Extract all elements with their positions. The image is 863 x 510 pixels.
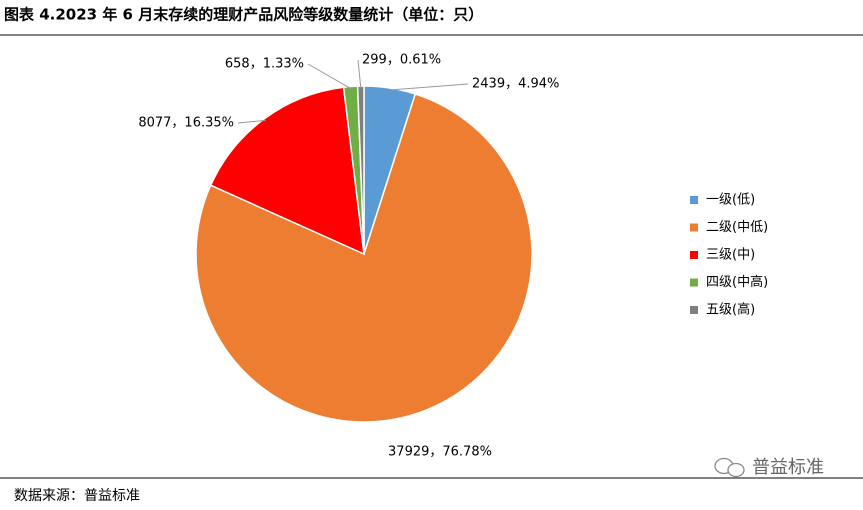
source: 数据来源：普益标准 <box>14 488 140 504</box>
legend-swatch <box>690 223 698 232</box>
chart-title: 图表 4.2023 年 6 月末存续的理财产品风险等级数量统计（单位：只） <box>4 6 483 24</box>
pie-slice <box>209 86 365 256</box>
legend-label: 二级(中低) <box>706 220 768 235</box>
watermark: 普益标准 <box>752 457 824 478</box>
legend-label: 五级(高) <box>706 302 755 318</box>
pie-slice <box>195 93 533 423</box>
legend-label: 四级(中高) <box>706 274 768 290</box>
data-label: 2439，4.94% <box>472 77 559 92</box>
leader-line <box>307 63 352 89</box>
legend-swatch <box>690 251 698 259</box>
legend-label: 一级(低) <box>706 193 755 208</box>
data-label: 299，0.61% <box>362 53 441 68</box>
legend-swatch <box>690 306 698 314</box>
legend-swatch <box>690 196 698 204</box>
watermark-icon <box>714 457 745 478</box>
leader-line <box>389 83 469 91</box>
data-label: 8077，16.35% <box>138 116 234 131</box>
data-label: 37929，76.78% <box>388 445 492 460</box>
data-label: 658，1.33% <box>225 57 304 72</box>
leader-line <box>357 59 362 89</box>
legend-swatch <box>690 278 698 287</box>
leader-line <box>237 119 266 124</box>
legend-label: 三级(中) <box>706 248 755 263</box>
